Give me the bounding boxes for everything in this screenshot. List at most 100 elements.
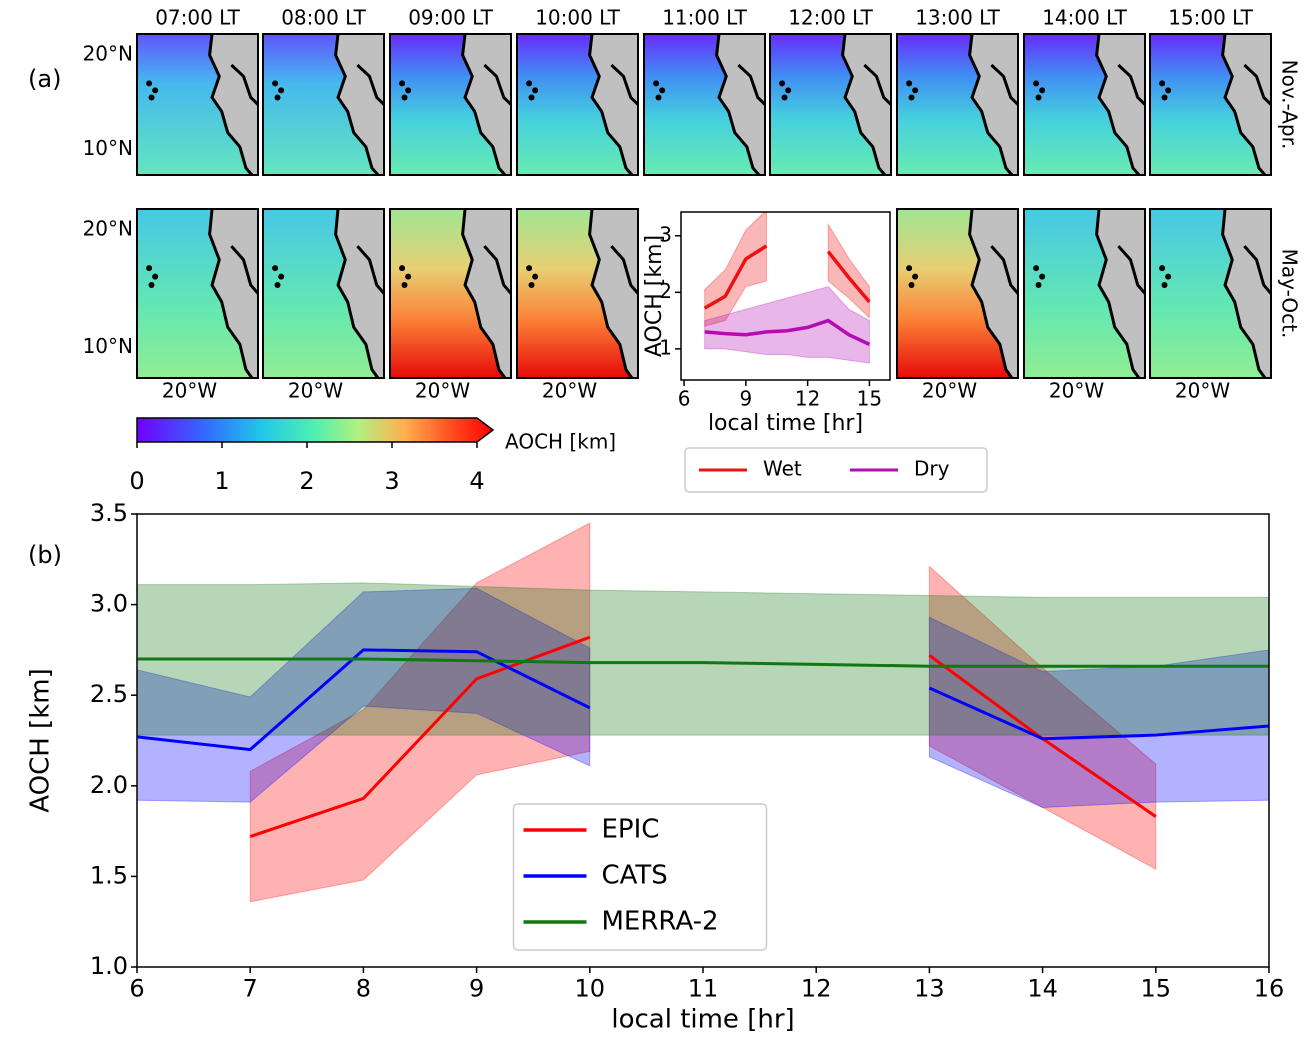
- map-coastline: [356, 245, 386, 295]
- x-tick-label: 11: [688, 974, 719, 1002]
- map-panel: [389, 33, 513, 176]
- map-lat-label: 20°N: [83, 217, 133, 241]
- map-column-title: 14:00 LT: [1042, 6, 1127, 30]
- map-coastline: [483, 63, 513, 106]
- map-frame: [389, 33, 512, 176]
- map-island: [785, 87, 792, 94]
- x-tick-label: 7: [243, 974, 258, 1002]
- panel-label: (a): [28, 65, 61, 93]
- map-island: [908, 282, 915, 289]
- map-island: [528, 94, 535, 101]
- x-tick-label: 6: [678, 387, 691, 411]
- x-tick-label: 15: [1141, 974, 1172, 1002]
- map-island: [278, 87, 285, 94]
- map-island: [1035, 94, 1042, 101]
- map-coastline: [990, 245, 1020, 295]
- map-island: [278, 273, 285, 280]
- map-coastline: [1221, 208, 1267, 379]
- map-data: [137, 209, 252, 378]
- map-island: [272, 265, 279, 272]
- map-coastline: [1095, 33, 1141, 176]
- map-island: [1033, 265, 1040, 272]
- map-frame: [389, 208, 512, 379]
- map-column-title: 11:00 LT: [662, 6, 747, 30]
- series-line: [137, 657, 1269, 668]
- x-tick-label: 12: [795, 387, 820, 411]
- y-tick-label: 1.0: [90, 952, 128, 980]
- map-lon-label: 20°W: [288, 379, 343, 403]
- map-column-title: 07:00 LT: [155, 6, 240, 30]
- x-axis-label: local time [hr]: [611, 1004, 794, 1034]
- x-tick-label: 10: [575, 974, 606, 1002]
- panel-label: (b): [28, 541, 62, 569]
- x-tick-label: 15: [857, 387, 882, 411]
- y-tick-label: 2.5: [90, 680, 128, 708]
- map-data: [770, 34, 885, 175]
- map-island: [659, 87, 666, 94]
- map-data: [897, 209, 1012, 378]
- map-lon-label: 20°W: [922, 379, 977, 403]
- series-line: [704, 318, 871, 346]
- map-coastline: [1117, 63, 1147, 106]
- map-island: [781, 94, 788, 101]
- map-island: [405, 87, 412, 94]
- map-coastline: [461, 33, 507, 176]
- map-panel: [643, 33, 767, 176]
- map-panel: [136, 208, 260, 379]
- plot-frame: [680, 211, 891, 381]
- y-tick-label: 2.0: [90, 771, 128, 799]
- map-coastline: [230, 245, 260, 295]
- map-island: [1159, 265, 1166, 272]
- map-island: [399, 265, 406, 272]
- map-data: [263, 209, 378, 378]
- colorbar-tick-label: 2: [299, 467, 314, 495]
- map-island: [655, 94, 662, 101]
- map-coastline: [334, 208, 380, 379]
- map-panel: [1023, 33, 1147, 176]
- map-frame: [516, 208, 639, 379]
- legend-label: CATS: [602, 861, 668, 891]
- map-coastline: [1221, 33, 1267, 176]
- map-frame: [1149, 208, 1272, 379]
- map-island: [1161, 282, 1168, 289]
- legend-label: Wet: [763, 457, 802, 481]
- map-coastline: [968, 33, 1014, 176]
- map-coastline: [334, 33, 380, 176]
- map-coastline: [588, 33, 634, 176]
- x-tick-label: 16: [1254, 974, 1285, 1002]
- map-island: [148, 282, 155, 289]
- map-data: [897, 34, 1012, 175]
- y-tick-label: 3.0: [90, 590, 128, 618]
- map-island: [653, 80, 660, 87]
- map-island: [152, 87, 159, 94]
- map-coastline: [588, 208, 634, 379]
- legend-box: [684, 447, 988, 493]
- map-data: [390, 209, 505, 378]
- map-island: [912, 87, 919, 94]
- map-frame: [896, 33, 1019, 176]
- map-island: [528, 282, 535, 289]
- plot-area: [137, 522, 1269, 903]
- map-data: [1024, 34, 1139, 175]
- map-data: [644, 34, 759, 175]
- map-lon-label: 20°W: [542, 379, 597, 403]
- colorbar-label: AOCH [km]: [505, 430, 616, 454]
- series-line: [137, 648, 1269, 752]
- map-data: [263, 34, 378, 175]
- map-island: [526, 265, 533, 272]
- map-column-title: 09:00 LT: [408, 6, 493, 30]
- plot-background: [681, 212, 890, 380]
- map-frame: [136, 208, 259, 379]
- map-island: [405, 273, 412, 280]
- map-data: [1150, 34, 1265, 175]
- map-coastline: [230, 63, 260, 106]
- map-coastline: [1243, 63, 1273, 106]
- map-panel: [1149, 33, 1273, 176]
- map-island: [272, 80, 279, 87]
- band: [827, 222, 870, 319]
- legend-label: EPIC: [602, 815, 660, 845]
- map-data: [1024, 209, 1139, 378]
- map-island: [1039, 87, 1046, 94]
- map-frame: [136, 33, 259, 176]
- x-tick-label: 12: [801, 974, 832, 1002]
